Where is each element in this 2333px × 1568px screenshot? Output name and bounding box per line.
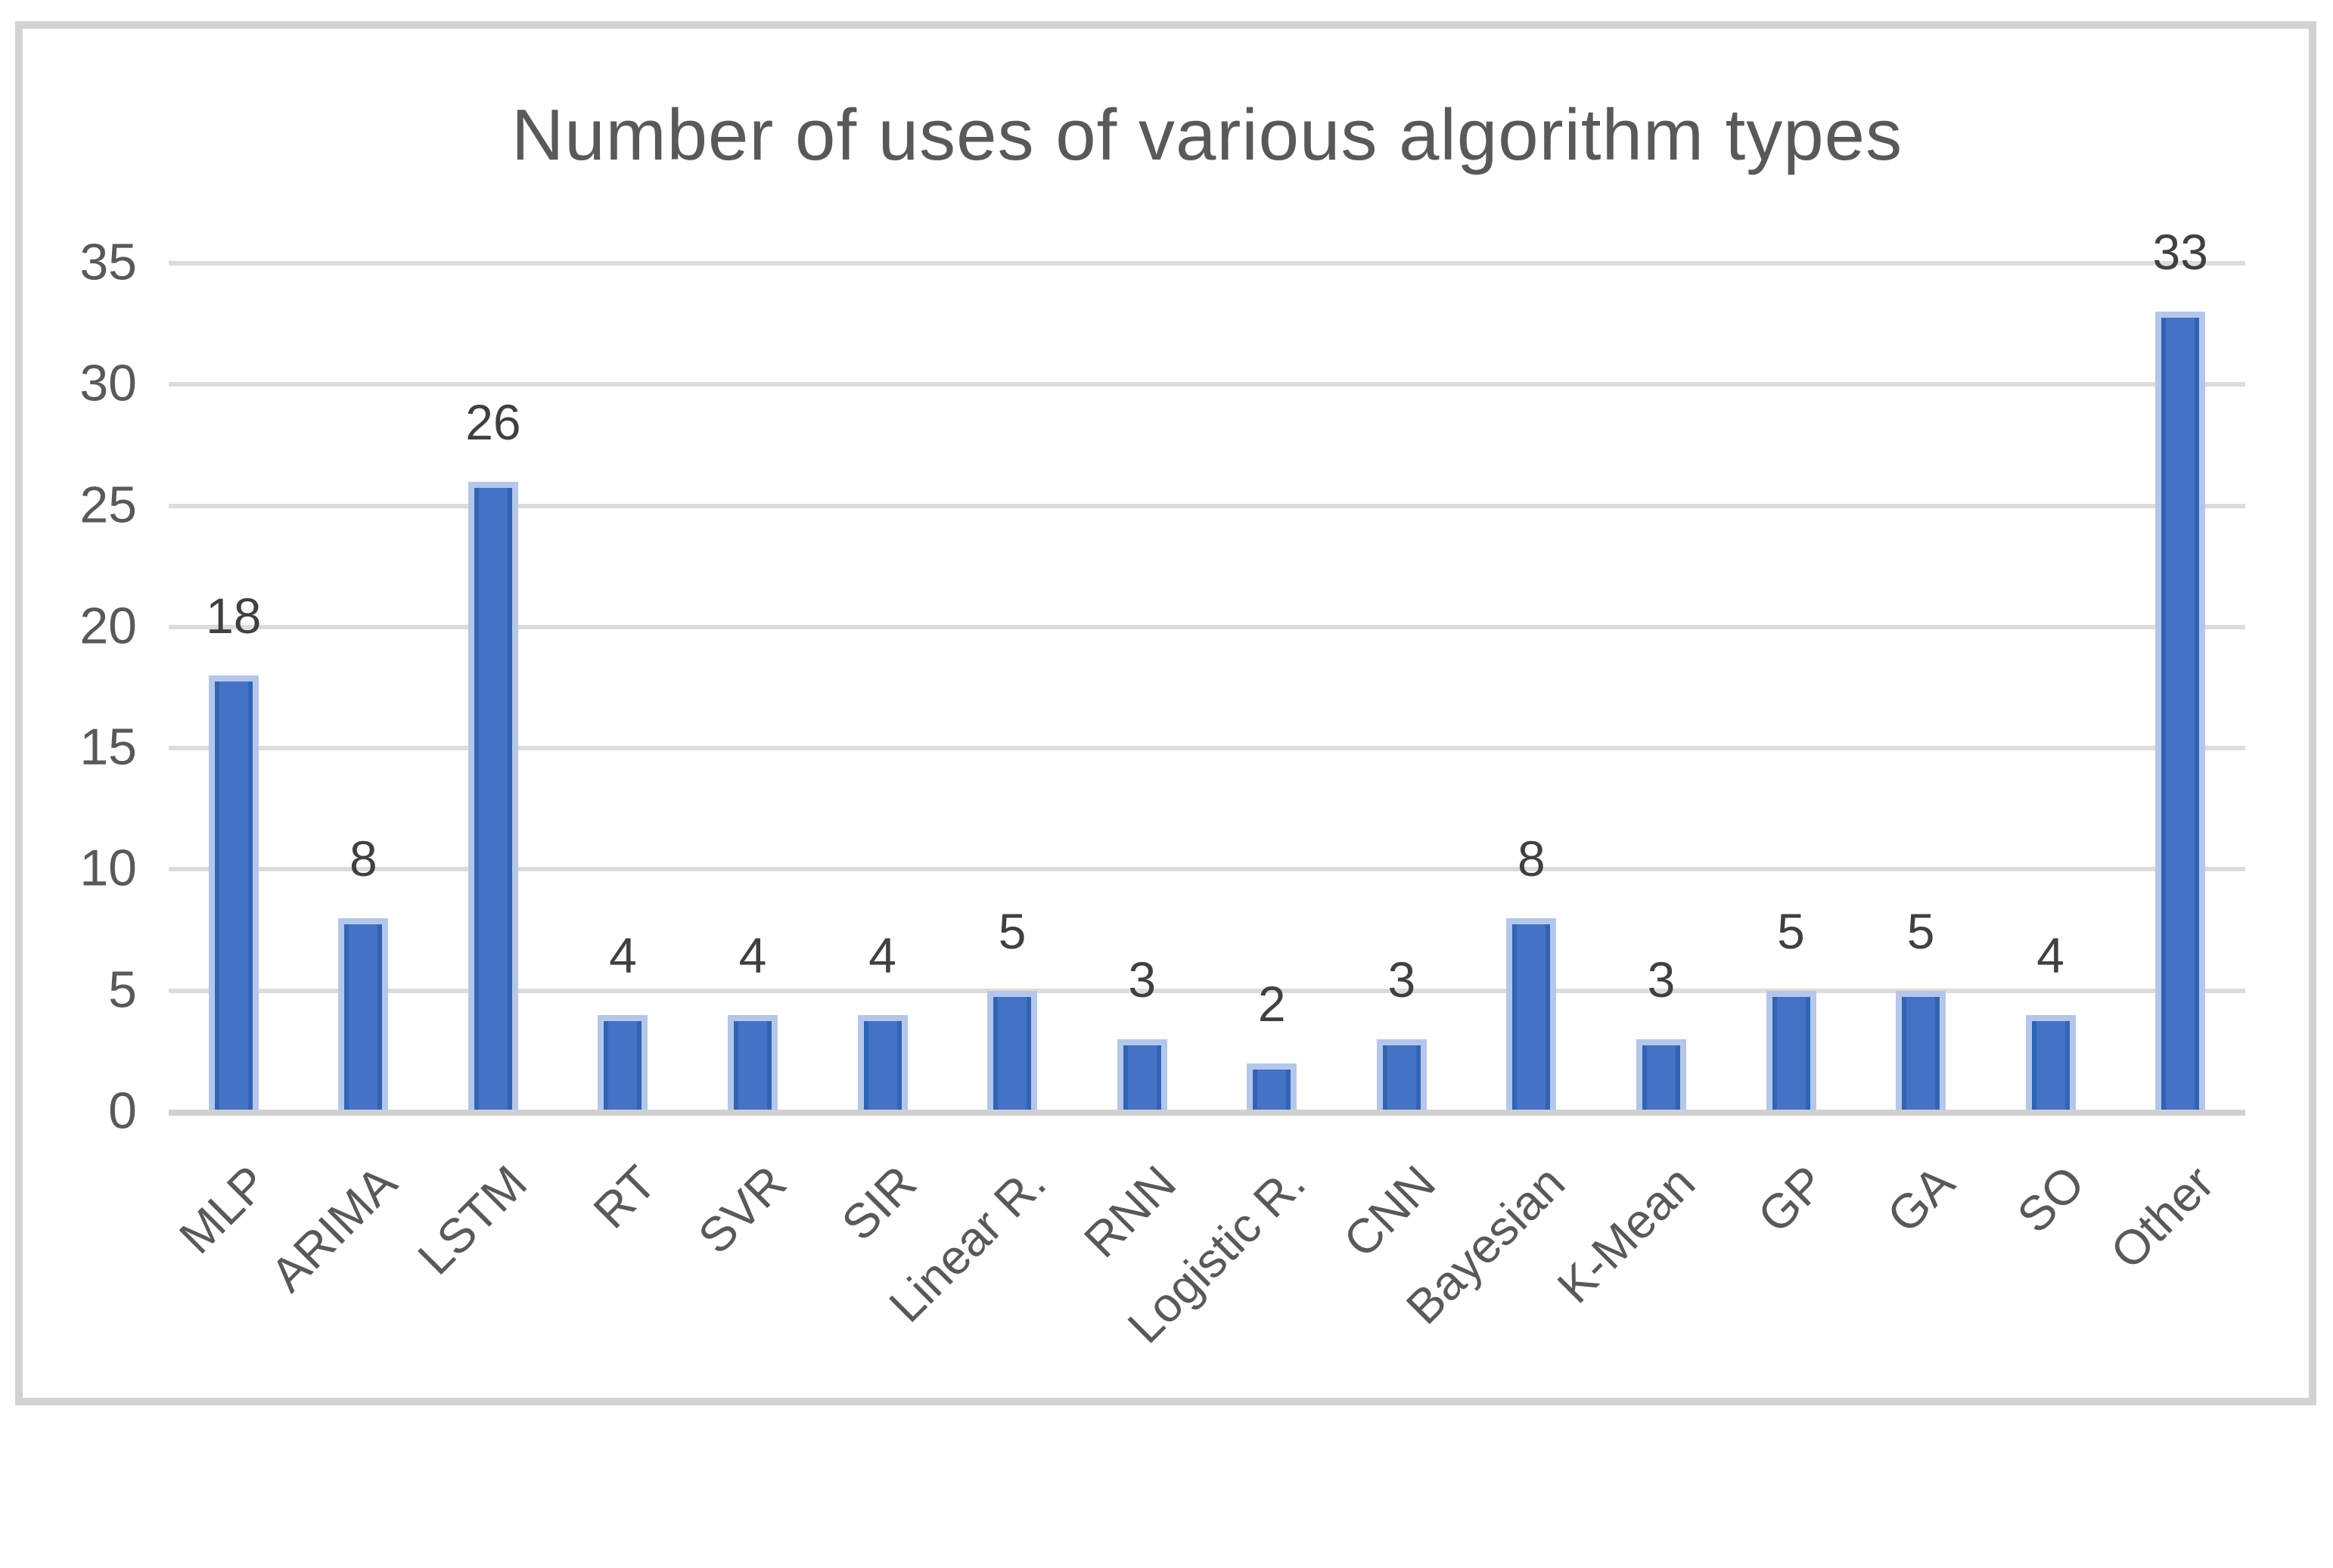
y-axis-tick-label: 5 bbox=[108, 961, 137, 1019]
bar-value-label: 8 bbox=[1518, 830, 1545, 886]
bar-value-label: 4 bbox=[609, 927, 637, 983]
y-axis-tick-label: 35 bbox=[79, 233, 137, 291]
bar bbox=[1636, 1039, 1686, 1112]
bar-value-label: 3 bbox=[1647, 951, 1676, 1008]
bar-value-label: 2 bbox=[1257, 975, 1286, 1032]
bar bbox=[1766, 990, 1816, 1112]
bar-value-label: 3 bbox=[1387, 951, 1416, 1008]
bar-value-label: 3 bbox=[1128, 951, 1157, 1008]
bar bbox=[1117, 1039, 1167, 1112]
bar-value-label: 26 bbox=[465, 393, 521, 450]
bar bbox=[2025, 1014, 2076, 1112]
chart-title: Number of uses of various algorithm type… bbox=[511, 95, 1903, 175]
bar bbox=[987, 990, 1038, 1112]
gridline bbox=[169, 261, 2245, 265]
bar bbox=[208, 675, 259, 1112]
bar bbox=[728, 1014, 778, 1112]
gridline bbox=[169, 867, 2245, 872]
bar bbox=[468, 481, 518, 1112]
bar-value-label: 4 bbox=[868, 927, 896, 983]
bar-value-label: 5 bbox=[998, 902, 1027, 959]
y-axis-tick-label: 0 bbox=[108, 1082, 137, 1140]
y-axis-tick-label: 25 bbox=[79, 476, 137, 534]
y-axis-tick-label: 20 bbox=[79, 597, 137, 655]
bar-value-label: 4 bbox=[2036, 927, 2065, 983]
bar bbox=[857, 1014, 908, 1112]
page: { "chart_data": { "type": "bar", "title"… bbox=[15, 21, 2316, 1405]
bar bbox=[1247, 1063, 1297, 1112]
gridline bbox=[169, 503, 2245, 508]
bar-value-label: 33 bbox=[2152, 224, 2208, 281]
bar-value-label: 18 bbox=[206, 587, 262, 644]
bar-value-label: 8 bbox=[349, 830, 377, 886]
y-axis-tick-label: 15 bbox=[79, 718, 137, 776]
bar-value-label: 5 bbox=[1777, 902, 1805, 959]
y-axis-tick-label: 10 bbox=[79, 840, 137, 898]
gridline bbox=[169, 624, 2245, 629]
bar bbox=[1896, 990, 1946, 1112]
bar bbox=[598, 1014, 648, 1112]
bar bbox=[338, 918, 389, 1112]
gridline bbox=[169, 746, 2245, 751]
bar bbox=[1376, 1039, 1427, 1112]
y-axis-tick-label: 30 bbox=[79, 354, 137, 412]
chart-frame: Number of uses of various algorithm type… bbox=[15, 21, 2316, 1405]
plot-area: 0 5 10 15 20 25 30 35 18 MLP 8 ARIMA 26 LSTM 4 RT 4 SVR 4 S… bbox=[79, 227, 2245, 1353]
bar-value-label: 5 bbox=[1906, 902, 1935, 959]
x-axis-line bbox=[169, 1110, 2245, 1116]
gridline bbox=[169, 988, 2245, 993]
bar bbox=[1506, 918, 1557, 1112]
bar bbox=[2155, 312, 2206, 1112]
bar-value-label: 4 bbox=[738, 927, 767, 983]
gridline bbox=[169, 382, 2245, 387]
